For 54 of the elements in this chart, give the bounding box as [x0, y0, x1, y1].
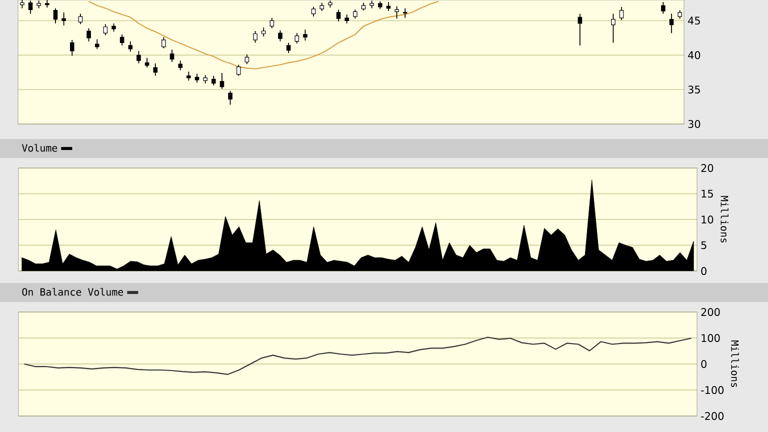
- candlestick: [136, 50, 141, 64]
- candlestick: [103, 24, 108, 36]
- y-tick-label: 200: [701, 308, 720, 316]
- y-tick-label: 5: [701, 241, 706, 250]
- y-tick-label: 0: [701, 360, 706, 368]
- y-tick-label: 15: [702, 190, 713, 198]
- candlestick: [253, 30, 258, 44]
- candlestick: [144, 57, 150, 68]
- candlestick: [236, 64, 241, 76]
- candlestick: [619, 6, 624, 20]
- y-tick-label: 0: [701, 267, 706, 275]
- candlestick: [128, 40, 133, 52]
- candlestick: [303, 29, 308, 42]
- candlestick: [178, 60, 182, 71]
- legend-label: Volume: [22, 144, 58, 152]
- candlestick: [212, 75, 216, 86]
- y-tick-label: 35: [688, 86, 700, 94]
- candlestick: [294, 32, 300, 44]
- candlestick: [244, 54, 250, 65]
- y-tick-label: 10: [702, 216, 714, 224]
- candlestick: [120, 34, 124, 46]
- candlestick: [336, 9, 341, 22]
- candlestick: [62, 12, 66, 26]
- candlestick: [53, 8, 58, 24]
- candlestick: [270, 17, 274, 29]
- y-tick-label: 45: [688, 16, 700, 25]
- line-series: [24, 336, 692, 375]
- candlestick: [286, 42, 291, 54]
- candlestick: [28, 0, 33, 14]
- y-tick-label: -100: [701, 386, 724, 394]
- candlestick: [162, 36, 166, 49]
- candlestick: [661, 2, 666, 14]
- candlestick: [228, 90, 232, 106]
- candlestick: [220, 72, 224, 90]
- y-axis-title: Millions: [731, 340, 739, 388]
- candlestick: [170, 49, 174, 62]
- candlestick: [669, 13, 674, 34]
- candlestick: [394, 6, 399, 20]
- candlestick: [86, 28, 91, 42]
- candlestick: [402, 8, 408, 18]
- candlestick: [311, 6, 316, 17]
- y-tick-label: 100: [702, 334, 720, 342]
- y-tick-label: 30: [688, 120, 700, 128]
- candlestick: [153, 62, 158, 76]
- candlestick: [578, 13, 582, 46]
- y-tick-label: 40: [688, 51, 700, 60]
- candlestick: [278, 30, 282, 42]
- y-tick-label: 20: [701, 164, 714, 172]
- y-tick-label: -200: [701, 412, 724, 420]
- candlestick: [70, 40, 74, 56]
- candlestick: [611, 13, 616, 44]
- candlestick: [78, 13, 83, 25]
- y-axis-title: Millions: [720, 196, 728, 243]
- legend-label: On Balance Volume: [22, 288, 124, 296]
